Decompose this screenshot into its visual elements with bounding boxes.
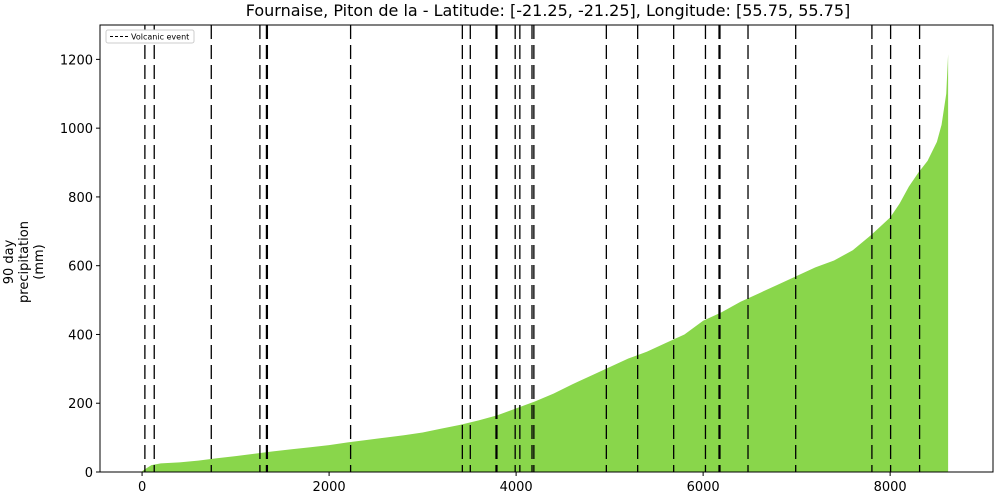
legend-label: Volcanic event bbox=[131, 33, 189, 42]
y-tick-label: 800 bbox=[68, 191, 93, 206]
y-axis: 0 200 400 600 800 1000 1200 bbox=[60, 53, 100, 481]
plot-area bbox=[99, 24, 994, 473]
x-tick-label: 0 bbox=[138, 480, 146, 495]
x-tick-label: 8000 bbox=[874, 480, 907, 495]
y-tick-label: 200 bbox=[68, 397, 93, 412]
y-tick-label: 600 bbox=[68, 260, 93, 275]
precipitation-area bbox=[142, 54, 949, 472]
y-axis-label: 90 day precipitation (mm) bbox=[2, 221, 47, 303]
y-tick-label: 0 bbox=[85, 466, 93, 481]
x-tick-label: 4000 bbox=[500, 480, 533, 495]
axes-frame bbox=[99, 24, 994, 473]
legend: Volcanic event bbox=[105, 29, 195, 44]
x-tick-label: 6000 bbox=[687, 480, 720, 495]
chart-title: Fournaise, Piton de la - Latitude: [-21.… bbox=[246, 1, 851, 20]
legend-box bbox=[105, 29, 195, 44]
y-axis-label-line: precipitation bbox=[17, 221, 32, 303]
x-axis: 0 2000 4000 6000 8000 bbox=[138, 472, 907, 495]
volcanic-event-lines bbox=[144, 25, 921, 472]
y-tick-label: 400 bbox=[68, 328, 93, 343]
y-axis-label-line: 90 day bbox=[2, 239, 17, 284]
y-tick-label: 1000 bbox=[60, 122, 93, 137]
y-axis-label-line: (mm) bbox=[32, 244, 47, 279]
y-tick-label: 1200 bbox=[60, 53, 93, 68]
x-tick-label: 2000 bbox=[313, 480, 346, 495]
